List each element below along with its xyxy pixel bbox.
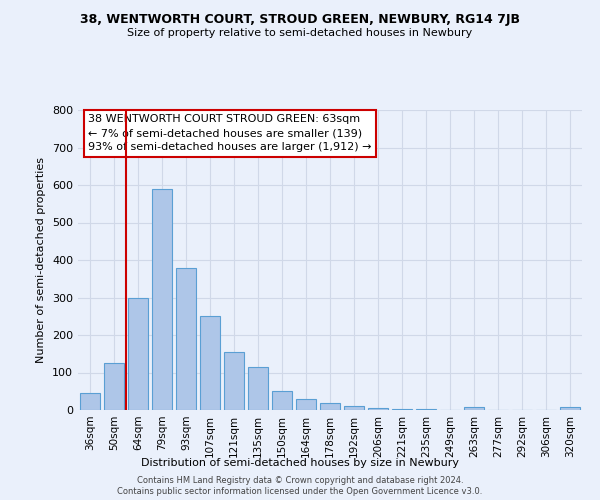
Bar — [176, 268, 196, 410]
Text: Size of property relative to semi-detached houses in Newbury: Size of property relative to semi-detach… — [127, 28, 473, 38]
Bar — [200, 316, 220, 410]
Bar — [128, 298, 148, 410]
Text: Contains public sector information licensed under the Open Government Licence v3: Contains public sector information licen… — [118, 487, 482, 496]
Bar — [368, 408, 388, 410]
Text: Contains HM Land Registry data © Crown copyright and database right 2024.: Contains HM Land Registry data © Crown c… — [137, 476, 463, 485]
Y-axis label: Number of semi-detached properties: Number of semi-detached properties — [37, 157, 46, 363]
Bar — [224, 352, 244, 410]
Text: 38 WENTWORTH COURT STROUD GREEN: 63sqm
← 7% of semi-detached houses are smaller : 38 WENTWORTH COURT STROUD GREEN: 63sqm ←… — [88, 114, 371, 152]
Bar — [80, 393, 100, 410]
Text: Distribution of semi-detached houses by size in Newbury: Distribution of semi-detached houses by … — [141, 458, 459, 468]
Bar — [464, 407, 484, 410]
Bar — [344, 406, 364, 410]
Bar — [152, 188, 172, 410]
Bar — [248, 367, 268, 410]
Bar — [272, 391, 292, 410]
Bar — [320, 402, 340, 410]
Bar — [104, 363, 124, 410]
Bar — [416, 409, 436, 410]
Bar — [560, 407, 580, 410]
Bar — [296, 399, 316, 410]
Bar — [392, 409, 412, 410]
Text: 38, WENTWORTH COURT, STROUD GREEN, NEWBURY, RG14 7JB: 38, WENTWORTH COURT, STROUD GREEN, NEWBU… — [80, 12, 520, 26]
